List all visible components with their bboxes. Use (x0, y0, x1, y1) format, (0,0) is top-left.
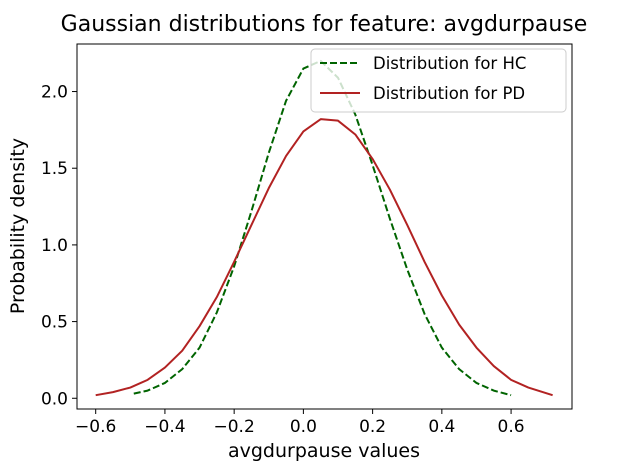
chart-title: Gaussian distributions for feature: avgd… (61, 12, 588, 37)
y-tick-label: 0.5 (41, 313, 68, 333)
legend: Distribution for HC Distribution for PD (310, 48, 567, 113)
series-line-pd (95, 118, 553, 397)
x-tick-label: −0.4 (144, 417, 185, 437)
legend-label-pd: Distribution for PD (373, 84, 525, 103)
legend-box (310, 48, 567, 113)
ticks-layer: −0.6 −0.4 −0.2 0.0 0.2 0.4 0.6 0.0 0.5 1.0 1.5 2.0 (41, 83, 525, 437)
x-tick-label: −0.6 (75, 417, 116, 437)
x-axis-label: avgdurpause values (228, 440, 420, 462)
x-tick-label: −0.2 (214, 417, 255, 437)
y-tick-label: 1.5 (41, 159, 68, 179)
x-tick-label: 0.6 (498, 417, 525, 437)
y-tick-label: 0.0 (41, 389, 68, 409)
y-axis-label: Probability density (7, 138, 29, 314)
plot-frame (76, 43, 573, 410)
legend-label-hc: Distribution for HC (373, 54, 526, 73)
x-tick-label: 0.0 (290, 417, 317, 437)
y-tick-label: 1.0 (41, 236, 68, 256)
y-tick-label: 2.0 (41, 83, 68, 103)
x-tick-label: 0.4 (428, 417, 455, 437)
x-tick-label: 0.2 (359, 417, 386, 437)
